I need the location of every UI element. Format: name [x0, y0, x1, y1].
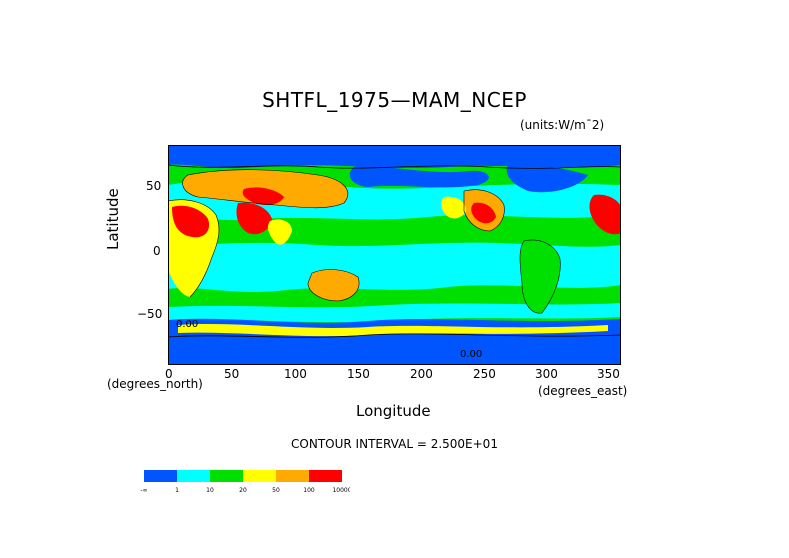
contour-line — [168, 333, 621, 338]
cyan-band — [168, 242, 621, 292]
y-tick: −50 — [137, 307, 163, 321]
x-tick: 300 — [535, 367, 558, 381]
plot-frame — [168, 145, 621, 365]
cyan-band — [168, 303, 621, 323]
south-america — [520, 239, 561, 314]
colorbar-label: 100 — [303, 487, 315, 494]
contour-line — [168, 199, 220, 298]
southern-yellow-band — [178, 324, 608, 337]
colorbar-swatch — [243, 470, 276, 482]
north-atlantic-blue — [506, 164, 588, 193]
colorbar: -∞ 1 10 20 50 100 10000 — [140, 470, 350, 494]
x-tick: 50 — [224, 367, 240, 381]
x-tick: 0 — [165, 367, 173, 381]
mexico-hot — [471, 202, 496, 224]
heat-flux-map: 0.00 0.00 — [168, 145, 621, 365]
colorbar-label: 20 — [239, 487, 247, 494]
x-axis-label: Longitude — [356, 402, 431, 420]
colorbar-swatch — [309, 470, 342, 482]
antarctic-zone — [168, 335, 621, 365]
australia — [308, 269, 360, 301]
colorbar-label: 10000 — [332, 487, 350, 494]
y-tick: 0 — [153, 244, 161, 258]
y-axis-label: Latitude — [104, 188, 122, 250]
y-tick: 50 — [146, 179, 162, 193]
x-unit-note: (degrees_east) — [538, 384, 628, 398]
contour-line — [168, 164, 621, 169]
contour-line — [182, 169, 349, 209]
colorbar-label: 1 — [175, 487, 179, 494]
map-title: SHTFL_1975—MAM_NCEP — [262, 88, 527, 112]
colorbar-swatch — [276, 470, 309, 482]
colorbar-label: -∞ — [140, 487, 147, 494]
arctic-zone — [168, 145, 621, 169]
colorbar-swatch — [177, 470, 210, 482]
x-tick: 350 — [597, 367, 620, 381]
colorbar-swatch — [144, 470, 177, 482]
x-tick: 200 — [410, 367, 433, 381]
india — [267, 219, 292, 245]
x-tick: 250 — [473, 367, 496, 381]
central-asia — [242, 187, 284, 205]
east-asia-hot — [589, 194, 621, 235]
contour-line — [307, 269, 360, 302]
contour-line — [519, 239, 561, 314]
pacific-yellow — [441, 196, 466, 219]
arabia — [236, 202, 272, 235]
units-label: (units:W/m¯2) — [520, 118, 605, 132]
colorbar-swatch — [210, 470, 243, 482]
contour-line — [463, 189, 505, 232]
contour-label: 0.00 — [460, 349, 482, 360]
sahara-hot — [172, 205, 210, 238]
x-tick: 100 — [284, 367, 307, 381]
colorbar-label: 50 — [272, 487, 280, 494]
north-pacific-blue — [349, 165, 489, 188]
y-unit-note: (degrees_north) — [107, 377, 203, 391]
x-tick: 150 — [347, 367, 370, 381]
colorbar-label: 10 — [206, 487, 214, 494]
contour-interval: CONTOUR INTERVAL = 2.500E+01 — [291, 437, 498, 451]
contour-label: 0.00 — [176, 319, 198, 330]
